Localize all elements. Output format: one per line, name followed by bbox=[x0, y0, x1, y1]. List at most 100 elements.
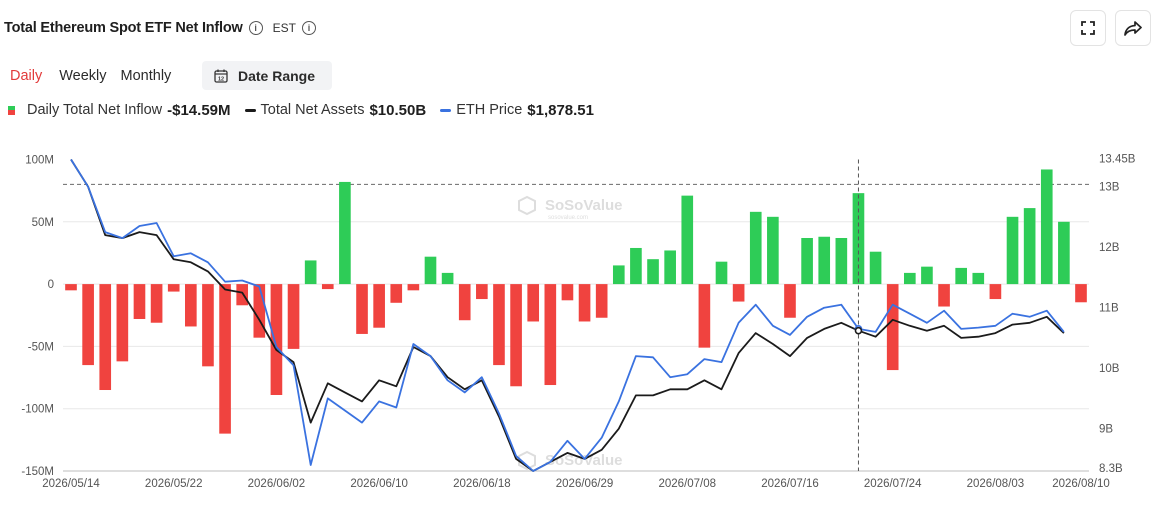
legend-price-value: $1,878.51 bbox=[527, 101, 594, 119]
y-right-tick-label: 13B bbox=[1099, 182, 1120, 194]
inflow-bar bbox=[989, 284, 1002, 300]
inflow-bar bbox=[458, 284, 471, 321]
inflow-bar bbox=[561, 284, 574, 301]
y-left-tick-label: -50M bbox=[28, 341, 54, 353]
y-right-tick-label: 12B bbox=[1099, 242, 1120, 254]
watermark-name: SoSoValue bbox=[545, 452, 623, 469]
inflow-bar bbox=[99, 284, 112, 391]
inflow-bar bbox=[219, 284, 231, 434]
inflow-bar bbox=[955, 267, 967, 285]
inflow-bar bbox=[202, 284, 214, 367]
sosovalue-logo-icon bbox=[518, 195, 536, 216]
inflow-bar bbox=[1075, 284, 1087, 303]
inflow-bar bbox=[921, 266, 933, 285]
inflow-bar bbox=[1023, 208, 1036, 285]
watermark-name: SoSoValue bbox=[545, 197, 623, 214]
inflow-bar bbox=[476, 284, 488, 300]
inflow-bar bbox=[938, 284, 950, 307]
inflow-bar bbox=[510, 284, 522, 387]
inflow-bar bbox=[681, 195, 694, 285]
legend-item-price[interactable]: ETH Price $1,878.51 bbox=[440, 102, 594, 119]
inflow-bar bbox=[732, 284, 745, 302]
inflow-bar bbox=[647, 259, 659, 285]
x-tick-label: 2026/06/10 bbox=[350, 478, 408, 490]
sosovalue-logo-icon bbox=[518, 450, 536, 471]
inflow-bar bbox=[972, 272, 985, 285]
inflow-bar bbox=[1040, 169, 1053, 285]
x-tick-label: 2026/08/10 bbox=[1052, 478, 1110, 490]
price-swatch-icon bbox=[440, 108, 452, 112]
title-row: Total Ethereum Spot ETF Net Inflow i EST… bbox=[4, 17, 316, 39]
y-right-tick-label: 8.3B bbox=[1099, 463, 1123, 475]
legend-inflow-label: Daily Total Net Inflow bbox=[27, 102, 163, 118]
fullscreen-icon bbox=[1081, 21, 1095, 35]
y-left-tick-label: -150M bbox=[21, 466, 54, 478]
inflow-swatch-icon bbox=[8, 105, 15, 115]
x-tick-label: 2026/07/16 bbox=[761, 478, 819, 490]
inflow-bar bbox=[749, 211, 762, 285]
legend-inflow-value: -$14.59M bbox=[167, 101, 231, 119]
x-tick-label: 2026/07/24 bbox=[864, 478, 922, 490]
inflow-bar bbox=[304, 260, 317, 285]
inflow-bar bbox=[65, 284, 77, 291]
inflow-bar bbox=[356, 284, 368, 334]
fullscreen-button[interactable] bbox=[1070, 10, 1106, 46]
watermark: SoSoValue bbox=[518, 450, 623, 471]
period-tabs: Daily Weekly Monthly bbox=[0, 62, 178, 90]
y-left-tick-label: 100M bbox=[25, 155, 54, 167]
y-left-tick-label: -100M bbox=[21, 404, 54, 416]
inflow-bar bbox=[185, 284, 197, 327]
calendar-icon: 12 bbox=[214, 69, 228, 83]
inflow-bar bbox=[133, 284, 146, 319]
inflow-bar bbox=[698, 284, 711, 348]
legend-assets-label: Total Net Assets bbox=[260, 102, 365, 118]
tab-monthly[interactable]: Monthly bbox=[120, 68, 172, 84]
y-right-tick-label: 13.45B bbox=[1099, 154, 1136, 166]
inflow-bar bbox=[339, 181, 351, 285]
legend-item-assets[interactable]: Total Net Assets $10.50B bbox=[244, 102, 426, 119]
inflow-bar bbox=[287, 284, 300, 349]
inflow-bar bbox=[236, 284, 249, 306]
share-button[interactable] bbox=[1115, 10, 1151, 46]
y-right-tick-label: 9B bbox=[1099, 424, 1113, 436]
inflow-bar bbox=[1006, 216, 1019, 285]
inflow-bar bbox=[869, 251, 882, 285]
x-tick-label: 2026/06/18 bbox=[453, 478, 511, 490]
inflow-bar bbox=[801, 237, 813, 285]
inflow-bar bbox=[527, 284, 540, 322]
legend: Daily Total Net Inflow -$14.59M Total Ne… bbox=[0, 100, 608, 120]
inflow-bar bbox=[150, 284, 163, 323]
date-range-button[interactable]: 12 Date Range bbox=[202, 61, 332, 90]
series-lines bbox=[70, 159, 1065, 472]
share-icon bbox=[1124, 21, 1142, 36]
watermark-url: sosovalue.com bbox=[548, 215, 588, 221]
inflow-bar bbox=[715, 261, 728, 285]
inflow-bar bbox=[441, 272, 454, 285]
inflow-bar bbox=[424, 256, 437, 285]
date-range-label: Date Range bbox=[238, 67, 316, 84]
inflow-bar bbox=[390, 284, 403, 303]
tab-weekly[interactable]: Weekly bbox=[59, 68, 107, 84]
inflow-bars bbox=[65, 169, 1087, 434]
inflow-bar bbox=[664, 250, 676, 285]
inflow-bar bbox=[767, 216, 779, 285]
total-net-assets-line bbox=[70, 159, 1065, 472]
tab-daily[interactable]: Daily bbox=[10, 68, 43, 84]
inflow-bar bbox=[82, 284, 94, 366]
inflow-bar bbox=[886, 284, 899, 371]
y-left-tick-label: 50M bbox=[32, 217, 54, 229]
info-icon[interactable]: i bbox=[248, 21, 263, 35]
y-left-tick-label: 0 bbox=[48, 279, 54, 291]
x-tick-label: 2026/07/08 bbox=[658, 478, 716, 490]
x-tick-label: 2026/06/29 bbox=[556, 478, 614, 490]
timezone-label: EST bbox=[272, 21, 296, 35]
inflow-bar bbox=[612, 265, 625, 285]
x-tick-label: 2026/08/03 bbox=[967, 478, 1025, 490]
y-right-tick-label: 10B bbox=[1099, 363, 1120, 375]
legend-item-inflow[interactable]: Daily Total Net Inflow -$14.59M bbox=[0, 102, 231, 119]
timezone-info-icon[interactable]: i bbox=[301, 21, 316, 35]
inflow-bar bbox=[835, 237, 848, 285]
calendar-icon-text: 12 bbox=[218, 76, 224, 82]
